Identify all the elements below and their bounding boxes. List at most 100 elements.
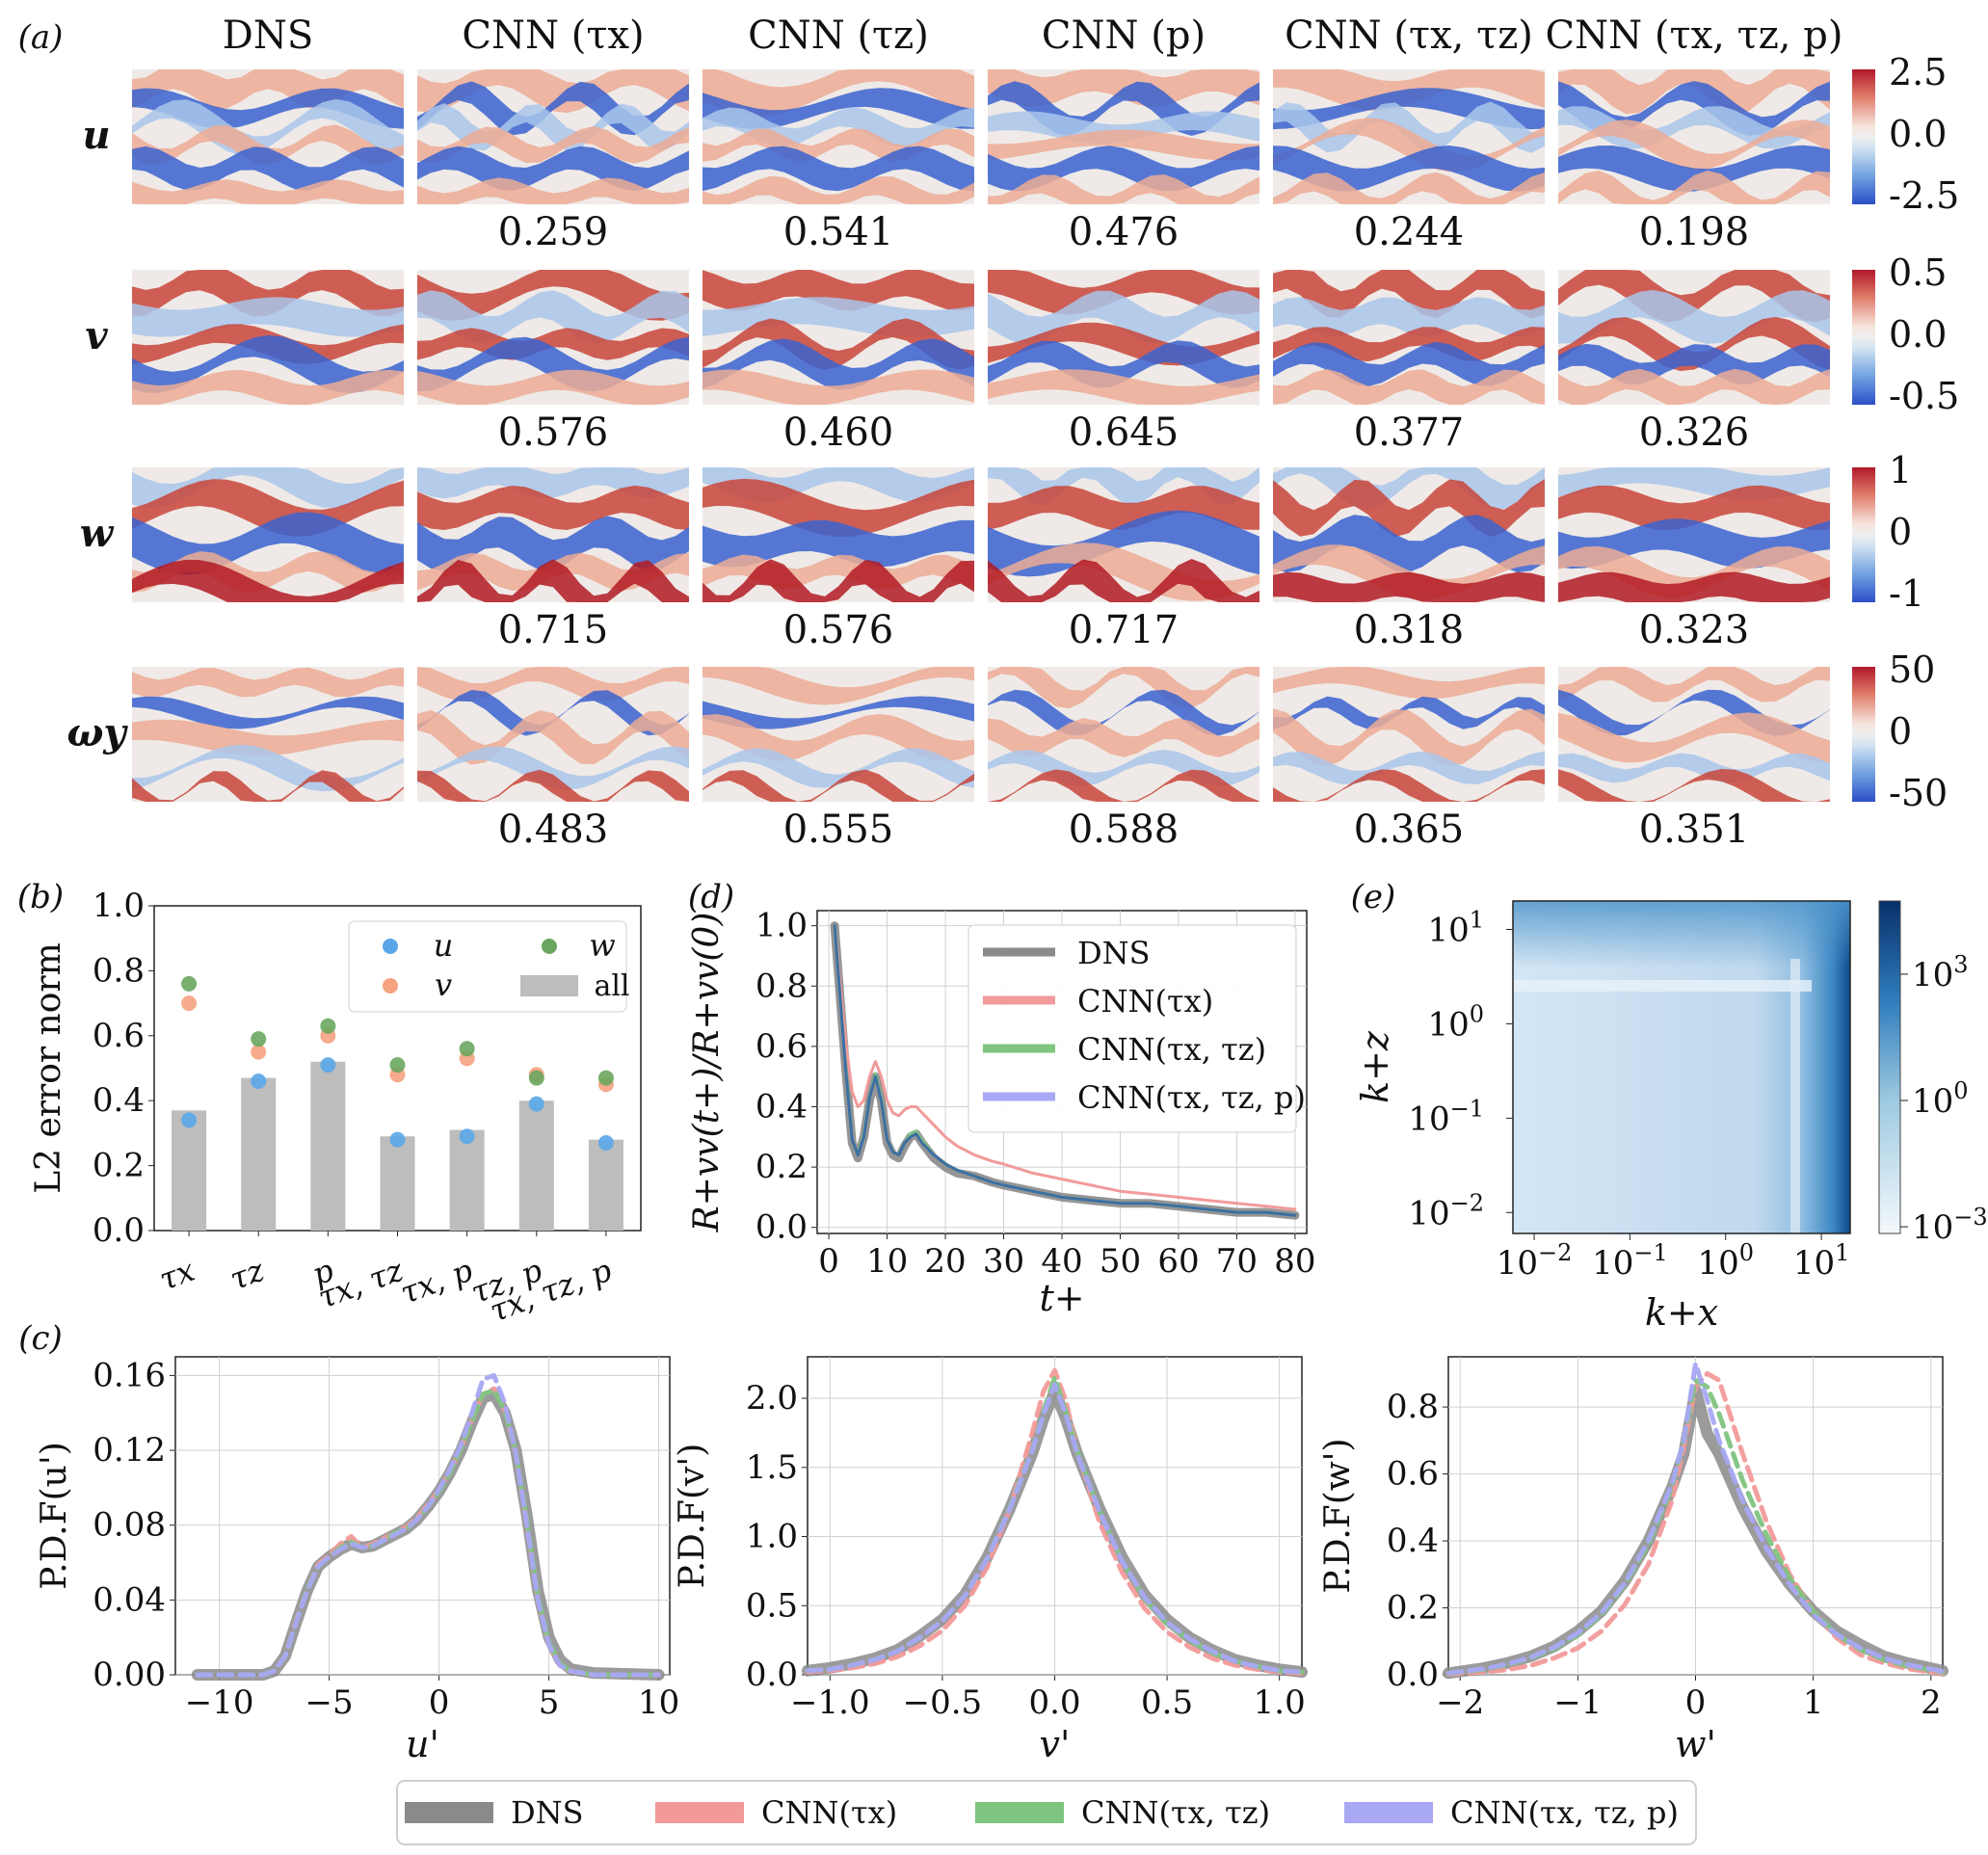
category-label: τz [225,1251,270,1297]
x-tick-label: 0.0 [1028,1683,1080,1722]
column-header: DNS [223,13,313,58]
tick-exponent: 3 [1953,951,1968,978]
point-w [459,1041,475,1057]
field-stripe [1273,515,1545,573]
field-stripe [988,129,1259,161]
field-stripe [988,559,1259,602]
field-stripe [1273,270,1545,319]
legend-label-v: v [435,967,452,1003]
category-label: τx [154,1252,199,1298]
field-stripe [1273,751,1545,784]
x-tick-label: 101 [1793,1239,1850,1283]
l2-error-value: 0.588 [1069,808,1180,852]
x-tick-label: 50 [1100,1242,1141,1281]
bar-all [449,1129,485,1231]
l2-error-value: 0.323 [1639,608,1750,652]
y-tick-label: 0.08 [93,1506,166,1545]
field-stripe [702,88,974,129]
point-v [181,995,198,1012]
x-tick-label: −1 [1553,1683,1602,1722]
field-stripe [1273,369,1545,405]
x-tick-label: 60 [1157,1242,1199,1281]
y-tick-label: 0.04 [93,1580,166,1619]
y-tick-label: 0.8 [93,951,145,990]
x-tick-label: 5 [539,1683,560,1722]
l2-error-value: 0.326 [1639,411,1750,455]
point-w [251,1031,267,1047]
colorbar-tick-label: -0.5 [1889,375,1959,417]
legend-swatch [1344,1802,1433,1823]
y-tick-label: 0.00 [93,1656,166,1694]
field-stripe [417,559,689,602]
legend-marker-all [520,975,578,996]
field-tile [132,667,404,802]
y-tick-label: 0.16 [93,1356,166,1394]
tick-exponent: −1 [1633,1239,1667,1266]
field-stripe [132,270,404,317]
field-stripe [702,338,974,390]
l2-error-value: 0.715 [498,608,609,652]
l2-error-value: 0.377 [1354,411,1465,455]
field-stripe [988,111,1259,144]
field-stripe [702,270,974,311]
panel-d: (d) 0 10 20 30 40 50 60 70 80 0.0 0.2 0.4 0.6 0.8 1.0 R+… [687,878,1316,1319]
y-tick-label: 100 [1427,1000,1484,1044]
field-stripe [702,69,974,118]
field-stripe [1273,172,1545,204]
tick-exponent: 0 [1953,1077,1968,1104]
tick-exponent: −2 [1538,1239,1572,1266]
pdf-subplot: −1.0 −0.5 0.0 0.5 1.0 0.0 0.5 1.0 1.5 2.0 P.D.F(v'… [673,1356,1308,1765]
field-stripe [988,769,1259,802]
field-stripe [1273,544,1545,599]
field-stripe [1273,696,1545,729]
tick-exponent: −2 [1450,1189,1484,1216]
y-tick-label: 0.0 [1387,1656,1439,1694]
heatmap-top-band [1513,901,1850,968]
column-header: CNN (τx, τz) [1285,13,1533,58]
y-tick-label: 1.0 [746,1518,798,1556]
legend-label: CNN(τx, τz, p) [1077,1079,1306,1116]
colorbar-tick-label: 100 [1912,1077,1969,1121]
heatmap-ridge [1513,980,1812,992]
field-tile [1558,467,1830,602]
legend-label: CNN(τx, τz) [1081,1794,1270,1831]
panel-label-e: (e) [1351,878,1396,916]
y-tick-label: 0.4 [755,1088,808,1126]
colorbar [1852,467,1875,602]
field-stripe [132,334,404,394]
l2-error-value: 0.717 [1069,608,1180,652]
field-tile [132,69,404,204]
tick-exponent: 1 [1835,1239,1849,1266]
tick-exponent: 0 [1739,1239,1754,1266]
field-stripe [1273,571,1545,602]
bar-all [172,1110,207,1231]
field-stripe [1273,708,1545,767]
panel-label-c: (c) [18,1319,63,1358]
tick-exponent: 1 [1470,906,1484,933]
field-tile [1273,667,1545,802]
y-tick-label: 0.4 [1387,1522,1439,1560]
field-stripe [702,748,974,788]
l2-error-value: 0.259 [498,210,609,254]
x-tick-label: 0 [818,1242,839,1281]
field-stripe [702,714,974,761]
y-tick-label: 0.6 [755,1027,808,1066]
y-tick-label: 0.6 [93,1017,145,1055]
pdf-subplot: −10 −5 0 5 10 0.00 0.04 0.08 0.12 0.16 P.D.F(u') u' [35,1356,679,1765]
field-stripe [702,696,974,729]
field-stripe [1558,316,1830,371]
field-stripe [417,177,689,204]
colorbar-tick-label: -1 [1889,572,1924,615]
y-axis-label: R+vv(t+)/R+vv(0) [687,913,727,1233]
point-u [459,1128,475,1145]
legend-label: CNN(τx, τz) [1077,1031,1266,1068]
point-u [320,1057,336,1073]
field-stripe [417,516,689,571]
field-stripe [132,467,404,509]
field-stripe [702,478,974,537]
l2-error-value: 0.198 [1639,210,1750,254]
x-tick-label: 10 [866,1242,908,1281]
panel-label-a: (a) [18,18,64,57]
field-stripe [1273,769,1545,802]
field-stripe [417,336,689,392]
